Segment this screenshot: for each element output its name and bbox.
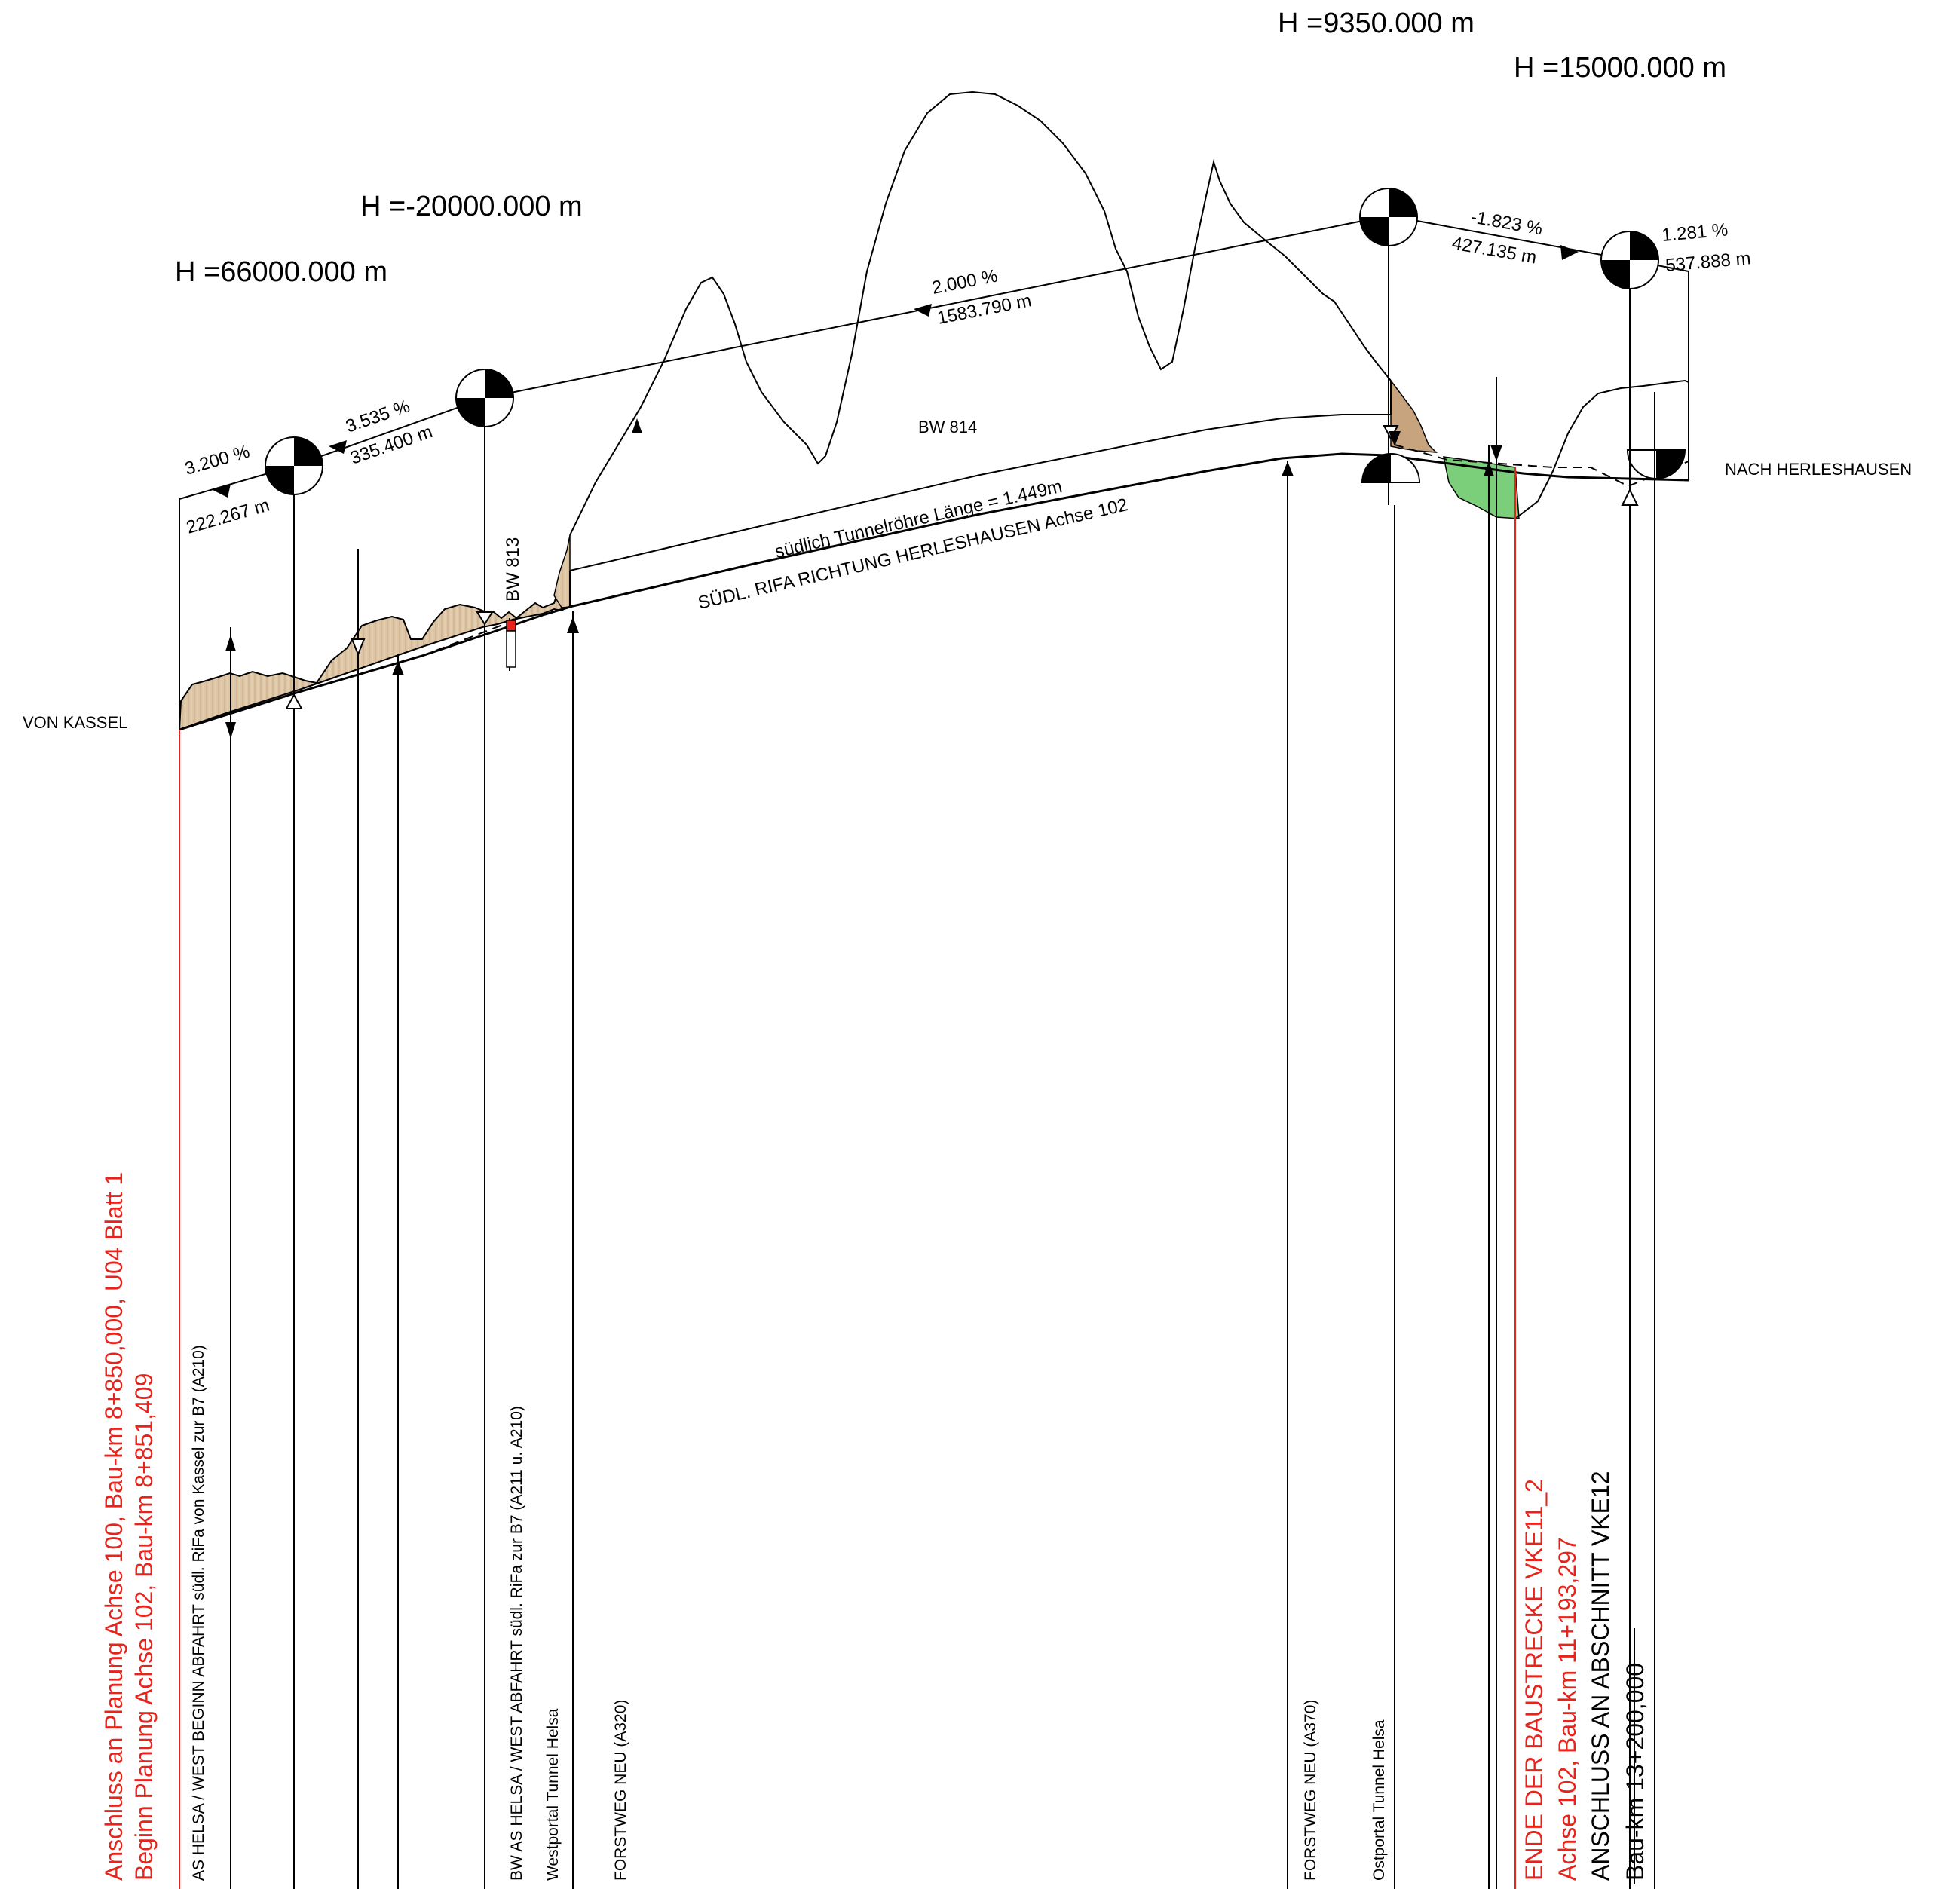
direction-from-label: VON KASSEL bbox=[23, 713, 127, 732]
cut-area-west bbox=[178, 534, 571, 731]
start-station-line1: Anschluss an Planung Achse 100, Bau-km 8… bbox=[100, 1172, 127, 1881]
bw813-marker bbox=[506, 620, 516, 668]
station-label-as-helsa: AS HELSA / WEST BEGINN ABFAHRT südl. RiF… bbox=[190, 1345, 207, 1881]
gradient-pct-1: 3.200 % bbox=[182, 442, 252, 479]
gradient-arrows bbox=[213, 245, 1579, 498]
gradient-pct-3: 2.000 % bbox=[930, 266, 1000, 299]
end-station-line2: Achse 102, Bau-km 11+193,297 bbox=[1554, 1537, 1581, 1881]
gradient-pct-5: 1.281 % bbox=[1661, 219, 1729, 246]
half-marker-east-1 bbox=[1361, 453, 1421, 483]
radius-label-4: H =15000.000 m bbox=[1514, 52, 1726, 84]
gradient-pct-4: -1.823 % bbox=[1469, 207, 1544, 239]
radius-label-1: H =66000.000 m bbox=[175, 256, 387, 288]
bw814-label: BW 814 bbox=[918, 418, 977, 436]
radius-label-3: H =9350.000 m bbox=[1278, 8, 1475, 39]
fill-area-east bbox=[1443, 456, 1520, 519]
station-label-ostportal: Ostportal Tunnel Helsa bbox=[1370, 1719, 1388, 1881]
cut-area-left bbox=[178, 589, 568, 731]
terrain-line-east bbox=[1514, 379, 1689, 519]
gradient-len-3: 1583.790 m bbox=[936, 290, 1034, 329]
pvi-marker-2 bbox=[455, 369, 514, 427]
station-label-forstweg-a370: FORSTWEG NEU (A370) bbox=[1302, 1700, 1319, 1881]
existing-road-dashed bbox=[421, 617, 521, 657]
pvi-marker-4 bbox=[1600, 231, 1659, 289]
pvi-marker-1 bbox=[265, 436, 323, 495]
tangent-polygon bbox=[179, 214, 1689, 500]
station-label-westportal: Westportal Tunnel Helsa bbox=[544, 1708, 562, 1881]
end-station-line1: ENDE DER BAUSTRECKE VKE11_2 bbox=[1521, 1479, 1548, 1881]
gradient-len-5: 537.888 m bbox=[1664, 248, 1751, 276]
gradient-len-1: 222.267 m bbox=[184, 495, 271, 538]
start-station-line2: Beginn Planung Achse 102, Bau-km 8+851,4… bbox=[130, 1373, 158, 1881]
gradient-len-4: 427.135 m bbox=[1450, 233, 1538, 268]
radius-label-2: H =-20000.000 m bbox=[360, 191, 583, 222]
grade-line bbox=[179, 452, 1689, 731]
tunnel-roof-line bbox=[569, 381, 1392, 571]
pvi-marker-3 bbox=[1359, 188, 1418, 246]
portal-cut-west bbox=[553, 534, 571, 608]
station-label-forstweg-a320: FORSTWEG NEU (A320) bbox=[612, 1700, 629, 1881]
terrain-line bbox=[569, 90, 1392, 536]
cut-area-east bbox=[1390, 378, 1438, 453]
bw813-label: BW 813 bbox=[503, 537, 523, 602]
half-marker-east-2 bbox=[1626, 449, 1686, 479]
end-station-line3: ANSCHLUSS AN ABSCHNITT VKE12 bbox=[1587, 1471, 1614, 1881]
station-label-bw-as-helsa: BW AS HELSA / WEST ABFAHRT südl. RiFa zu… bbox=[508, 1406, 525, 1881]
direction-to-label: NACH HERLESHAUSEN bbox=[1725, 460, 1912, 479]
station-arrows bbox=[225, 418, 1639, 739]
station-lines bbox=[179, 246, 1689, 1889]
